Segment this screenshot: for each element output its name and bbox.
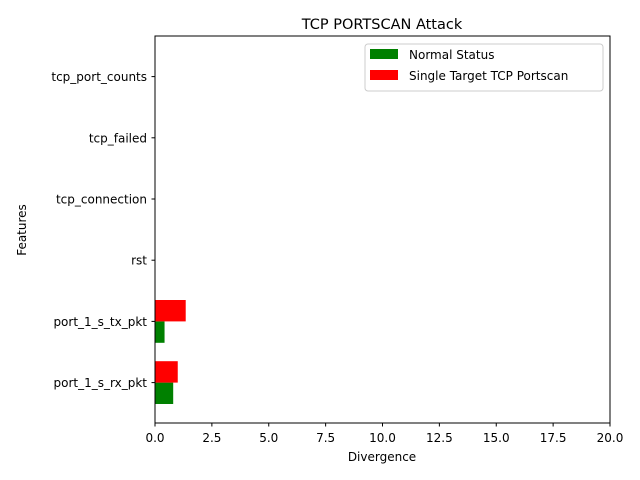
bar-single-target-tcp-portscan-port_1_s_rx_pkt — [155, 361, 178, 383]
y-tick-label: port_1_s_tx_pkt — [53, 315, 147, 329]
y-tick-label: tcp_port_counts — [51, 70, 147, 84]
bar-single-target-tcp-portscan-port_1_s_tx_pkt — [155, 300, 186, 322]
bar-normal-status-port_1_s_rx_pkt — [155, 382, 174, 404]
y-tick-label: tcp_failed — [89, 131, 147, 145]
legend: Normal Status Single Target TCP Portscan — [364, 43, 604, 92]
chart-title: TCP PORTSCAN Attack — [301, 17, 463, 33]
x-tick-label: 2.5 — [202, 431, 221, 445]
bar-normal-status-port_1_s_tx_pkt — [155, 321, 165, 343]
x-tick-label: 17.5 — [540, 431, 567, 445]
y-tick-label: port_1_s_rx_pkt — [54, 376, 148, 390]
legend-swatch-single-target-tcp-portscan — [370, 70, 398, 80]
y-axis-label: Features — [15, 204, 29, 256]
x-tick-label: 5.0 — [259, 431, 278, 445]
x-tick-label: 12.5 — [426, 431, 453, 445]
bars-group — [155, 300, 186, 404]
legend-frame — [364, 43, 604, 92]
legend-label: Single Target TCP Portscan — [409, 69, 568, 83]
x-tick-label: 7.5 — [316, 431, 335, 445]
plot-frame — [154, 35, 611, 424]
x-tick-label: 0.0 — [145, 431, 164, 445]
y-tick-label: rst — [131, 254, 147, 268]
x-tick-label: 15.0 — [483, 431, 510, 445]
legend-swatch-normal-status — [370, 49, 398, 59]
x-tick-label: 10.0 — [369, 431, 396, 445]
x-tick-label: 20.0 — [597, 431, 624, 445]
legend-label: Normal Status — [409, 48, 494, 62]
ticks-group: port_1_s_rx_pkt port_1_s_tx_pkt rst tcp_con… — [51, 70, 623, 445]
y-tick-label: tcp_connection — [56, 193, 147, 207]
x-axis-label: Divergence — [348, 450, 416, 464]
